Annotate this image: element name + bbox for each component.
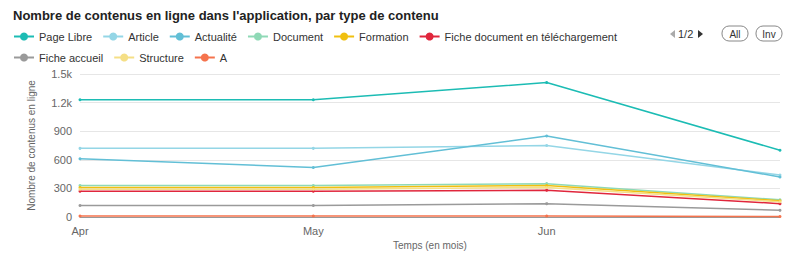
svg-text:Fiche accueil: Fiche accueil: [39, 52, 103, 64]
svg-text:Fiche document en téléchargeme: Fiche document en téléchargement: [445, 31, 617, 43]
svg-text:Nombre de contenus en ligne: Nombre de contenus en ligne: [26, 80, 37, 211]
svg-text:1.5k: 1.5k: [51, 68, 72, 80]
svg-text:Page Libre: Page Libre: [39, 31, 92, 43]
svg-text:1.2k: 1.2k: [51, 97, 72, 109]
svg-text:Temps (en mois): Temps (en mois): [393, 240, 467, 251]
svg-text:A: A: [220, 52, 228, 64]
svg-text:All: All: [729, 29, 740, 40]
svg-text:0: 0: [66, 211, 72, 223]
svg-text:300: 300: [54, 182, 72, 194]
svg-text:Nombre de contenus en ligne da: Nombre de contenus en ligne dans l'appli…: [13, 8, 439, 23]
svg-text:Article: Article: [128, 31, 159, 43]
svg-text:1/2: 1/2: [678, 28, 693, 40]
svg-text:Jun: Jun: [538, 225, 556, 237]
svg-text:May: May: [303, 225, 324, 237]
svg-text:600: 600: [54, 154, 72, 166]
svg-text:Document: Document: [273, 31, 323, 43]
svg-text:Formation: Formation: [359, 31, 409, 43]
svg-text:900: 900: [54, 125, 72, 137]
svg-text:Apr: Apr: [71, 225, 88, 237]
svg-text:Actualité: Actualité: [195, 31, 237, 43]
svg-text:Structure: Structure: [139, 52, 184, 64]
svg-text:Inv: Inv: [762, 29, 775, 40]
